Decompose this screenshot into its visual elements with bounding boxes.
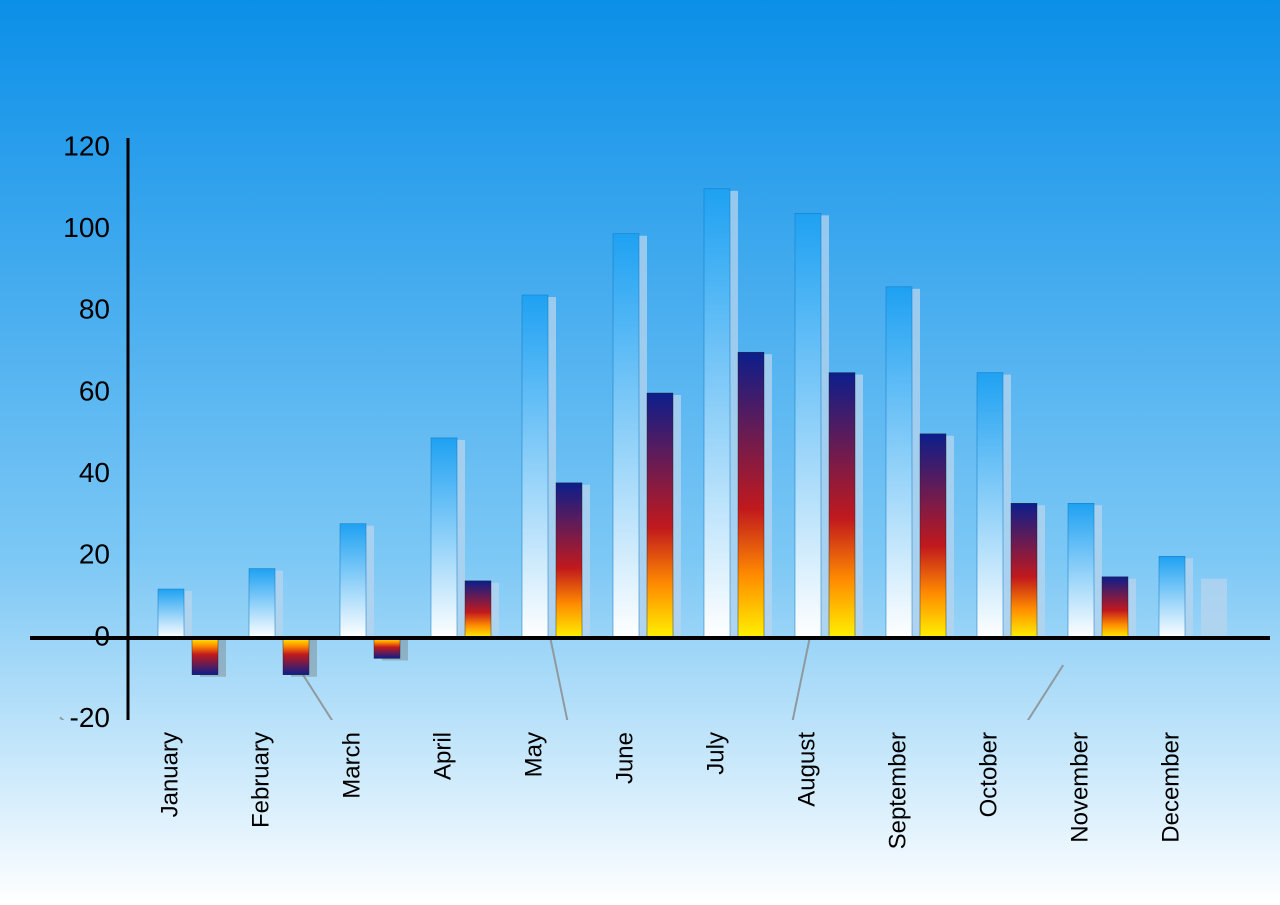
x-tick-label: August [793,732,820,807]
x-tick-label: December [1157,732,1184,843]
bar-blue [1068,503,1094,638]
x-tick-label: September [884,732,911,849]
bar-fire [1011,503,1037,638]
y-tick-label: 0 [94,620,110,651]
bar-fire [647,393,673,638]
bar-fire [556,483,582,638]
bar-blue [704,189,730,638]
bar-fire [192,638,218,675]
x-tick-label: November [1066,732,1093,843]
x-tick-label: October [975,732,1002,817]
bar-blue [340,524,366,638]
bar-blue [886,287,912,638]
bar-blue [977,373,1003,638]
x-tick-label: February [247,732,274,828]
bar-blue [795,213,821,638]
bar-blue [158,589,184,638]
x-tick-label: March [338,732,365,799]
x-tick-label: April [429,732,456,780]
bar-blue [249,569,275,638]
y-tick-label: 60 [79,375,110,406]
chart-container: { "canvas": { "width": 1280, "height": 9… [0,0,1280,905]
bar-fire [1102,577,1128,638]
y-tick-label: 20 [79,539,110,570]
y-tick-label: -20 [70,702,110,733]
x-tick-label: June [611,732,638,784]
bar-blue [431,438,457,638]
bar-fire [738,352,764,638]
bar-fire [283,638,309,675]
x-tick-label: May [520,732,547,777]
bar-fire [374,638,400,658]
bar-fire [465,581,491,638]
bar-fire [920,434,946,638]
y-tick-label: 80 [79,294,110,325]
y-tick-label: 100 [63,212,110,243]
bar-blue [522,295,548,638]
x-tick-label: July [702,732,729,775]
bar-fire [829,373,855,638]
x-tick-label: January [156,732,183,817]
bar-blue [613,234,639,638]
y-tick-label: 40 [79,457,110,488]
bar-blue [1159,556,1185,638]
y-tick-label: 120 [63,130,110,161]
